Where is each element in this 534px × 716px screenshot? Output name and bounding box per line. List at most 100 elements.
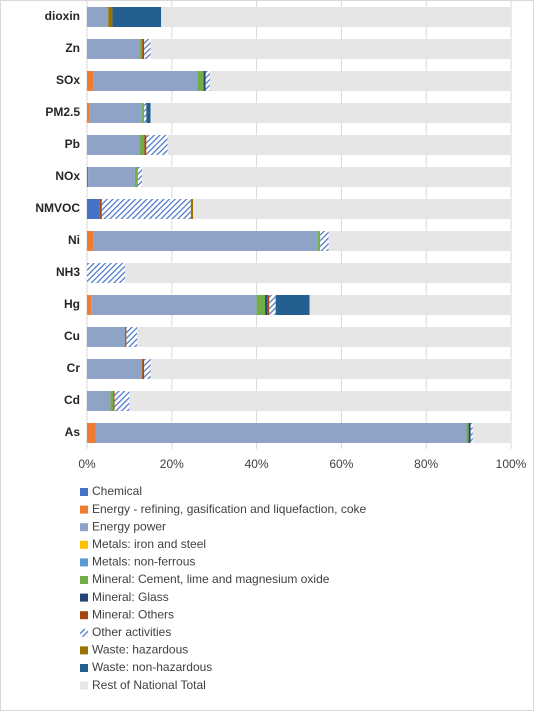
legend-swatch	[80, 558, 88, 567]
bar-segment	[129, 391, 511, 411]
legend-swatch	[80, 628, 88, 637]
y-tick-label: Cr	[67, 361, 81, 375]
y-tick-label: SOx	[56, 73, 80, 87]
y-tick-label: As	[65, 425, 81, 439]
bar-segment	[137, 167, 143, 187]
bar-segment	[93, 71, 198, 91]
bar-segment	[87, 263, 126, 283]
bar-segment	[87, 391, 111, 411]
bar-segment	[87, 359, 143, 379]
bar-segment	[101, 199, 191, 219]
x-tick-label: 20%	[160, 457, 184, 471]
bar-segment	[114, 391, 130, 411]
bar-segment	[328, 231, 511, 251]
legend-label: Rest of National Total	[92, 678, 206, 692]
y-tick-label: PM2.5	[45, 105, 80, 119]
bar-segment	[320, 231, 329, 251]
bar-segment	[146, 103, 151, 123]
bar-segment	[209, 71, 511, 91]
bar-segment	[161, 7, 511, 27]
x-tick-label: 40%	[245, 457, 269, 471]
bar-segment	[99, 199, 102, 219]
bar-segment	[190, 199, 193, 219]
bar-segment	[267, 295, 270, 315]
bar-segment	[318, 231, 321, 251]
legend-swatch	[80, 593, 88, 602]
bar-segment	[142, 359, 145, 379]
legend-label: Energy power	[92, 519, 166, 533]
y-tick-label: Cd	[64, 393, 80, 407]
bar-segment	[144, 359, 151, 379]
bar-segment	[144, 103, 147, 123]
y-tick-label: Hg	[64, 297, 80, 311]
legend-swatch	[80, 540, 88, 549]
bar-segment	[472, 423, 511, 443]
bar-segment	[93, 231, 319, 251]
bar-segment	[95, 423, 467, 443]
y-tick-label: NH3	[56, 265, 80, 279]
y-tick-label: Zn	[65, 41, 80, 55]
y-tick-label: Ni	[68, 233, 80, 247]
legend-swatch	[80, 681, 88, 690]
bar-segment	[150, 103, 511, 123]
bar-segment	[87, 327, 126, 347]
bar-segment	[142, 103, 145, 123]
bar-segment	[87, 231, 94, 251]
bar-segment	[110, 391, 114, 411]
legend-swatch	[80, 488, 88, 496]
bar-segment	[197, 71, 204, 91]
bar-segment	[134, 167, 138, 187]
bar-segment	[144, 39, 151, 59]
bar-segment	[87, 71, 94, 91]
legend-swatch	[80, 646, 88, 655]
bar-segment	[87, 295, 92, 315]
legend-swatch	[80, 576, 88, 584]
y-tick-label: Pb	[65, 137, 80, 151]
y-tick-label: dioxin	[45, 9, 80, 23]
bar-segment	[203, 71, 206, 91]
legend-swatch	[80, 523, 88, 532]
legend-label: Metals: iron and steel	[92, 537, 206, 551]
legend-swatch	[80, 505, 88, 514]
bar-segment	[150, 359, 511, 379]
bar-segment	[87, 135, 140, 155]
bar-segment	[470, 423, 473, 443]
legend-label: Metals: non-ferrous	[92, 555, 195, 569]
bar-segment	[89, 103, 143, 123]
bar-segment	[256, 295, 266, 315]
bar-segment	[112, 7, 162, 27]
x-tick-label: 100%	[496, 457, 527, 471]
legend-label: Chemical	[92, 484, 142, 498]
bar-segment	[125, 263, 511, 283]
legend-label: Mineral: Glass	[92, 590, 169, 604]
bar-segment	[87, 199, 100, 219]
bar-segment	[265, 295, 268, 315]
y-tick-label: NMVOC	[35, 201, 80, 215]
bar-segment	[87, 423, 96, 443]
bar-segment	[275, 295, 310, 315]
bar-segment	[142, 167, 511, 187]
bar-segment	[205, 71, 210, 91]
x-tick-label: 60%	[329, 457, 353, 471]
bar-segment	[150, 39, 511, 59]
bar-segment	[91, 295, 257, 315]
legend-swatch	[80, 664, 88, 672]
bar-segment	[87, 103, 90, 123]
bar-segment	[142, 39, 145, 59]
bar-segment	[269, 295, 276, 315]
bar-segment	[144, 135, 147, 155]
bar-segment	[113, 391, 115, 411]
legend-label: Other activities	[92, 625, 171, 639]
bar-segment	[167, 135, 511, 155]
legend-swatch	[80, 611, 88, 620]
y-tick-label: NOx	[55, 169, 80, 183]
bar-segment	[137, 327, 512, 347]
x-tick-label: 80%	[414, 457, 438, 471]
legend-label: Waste: non-hazardous	[92, 660, 212, 674]
legend-label: Mineral: Others	[92, 607, 174, 621]
bar-segment	[87, 7, 109, 27]
bar-segment	[87, 167, 89, 187]
bar-segment	[140, 39, 143, 59]
bar-segment	[193, 199, 511, 219]
